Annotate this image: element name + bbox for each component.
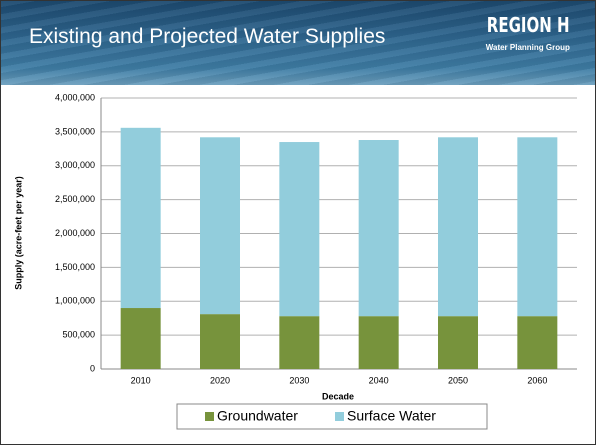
slide-title: Existing and Projected Water Supplies [29, 25, 386, 48]
legend-swatch [205, 412, 214, 421]
y-tick-label: 2,500,000 [55, 194, 95, 204]
bar-segment [279, 142, 320, 317]
y-tick-label: 3,000,000 [55, 160, 95, 170]
bar-segment [438, 316, 478, 369]
bar-segment [517, 137, 558, 317]
x-tick-label: 2010 [131, 375, 151, 385]
bar-segment [438, 137, 478, 317]
x-tick-label: 2050 [448, 375, 468, 385]
bar-segment [279, 316, 320, 369]
bar-segment [120, 127, 161, 309]
x-tick-label: 2060 [527, 375, 547, 385]
x-tick-label: 2030 [289, 375, 309, 385]
logo-subtitle: Water Planning Group [485, 43, 570, 52]
bar-segment [358, 316, 399, 369]
y-tick-label: 2,000,000 [55, 228, 95, 238]
bar-segment [120, 308, 161, 369]
bar-segment [200, 314, 240, 369]
y-axis-label: Supply (acre-feet per year) [13, 176, 23, 290]
logo-text: REGION H [486, 13, 570, 37]
bar-segment [517, 316, 558, 369]
x-axis-label: Decade [322, 391, 354, 401]
legend-box [176, 403, 488, 430]
header-band: Existing and Projected Water Supplies RE… [1, 1, 595, 85]
bar-segment [358, 140, 399, 317]
legend-label: Groundwater [217, 408, 298, 424]
y-tick-label: 0 [90, 363, 95, 373]
x-tick-label: 2040 [369, 375, 389, 385]
legend-label: Surface Water [347, 408, 436, 424]
legend-swatch [335, 412, 344, 421]
y-tick-label: 3,500,000 [55, 126, 95, 136]
y-tick-label: 1,000,000 [55, 296, 95, 306]
y-tick-label: 500,000 [62, 330, 95, 340]
y-tick-label: 4,000,000 [55, 92, 95, 102]
logo: REGION H Water Planning Group [473, 13, 583, 55]
bar-segment [200, 137, 240, 315]
x-tick-label: 2020 [210, 375, 230, 385]
y-tick-label: 1,500,000 [55, 262, 95, 272]
